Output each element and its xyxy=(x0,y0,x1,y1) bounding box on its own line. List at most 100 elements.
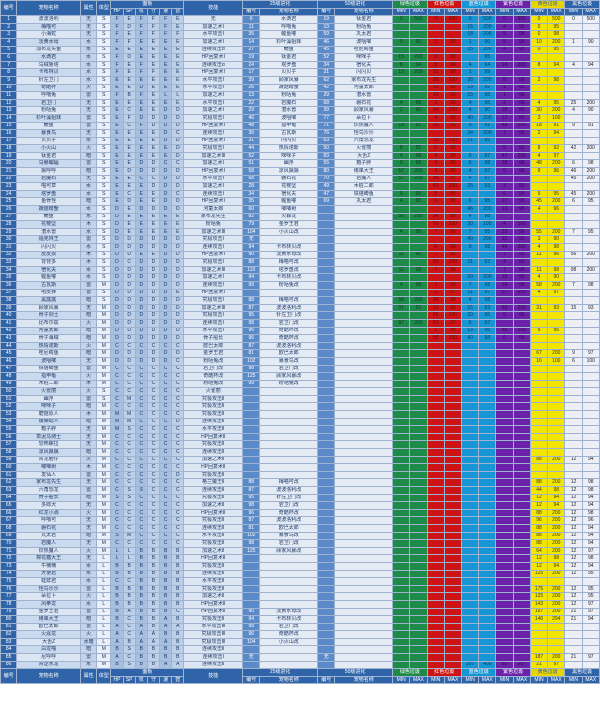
table-row[interactable]: 13 粉咕兔无 S E C E E D D 加速之术Ⅰ 29 潜水兽 39 顾家风暴 2 90 24 200 4 90… xyxy=(0,106,600,115)
table-row[interactable]: 39 顾家风暴无 M D D D D D D 加速之术Ⅲ 87 波波洛利改 31 93 31 93 15 93 53… xyxy=(0,303,600,313)
table-row[interactable]: 1 波波洛利无 S F E F F F E 无 6 水滴君 19 钛金君 0 500 0 500 0 500 0 500 0… xyxy=(0,15,600,24)
table-row[interactable]: 37 哈皮狮雷 S D D D D D E HP回复术Ⅰ 1 97 11 97 57 200 4 97 xyxy=(0,288,600,298)
table-row[interactable]: 2 梅喵可无 S F D F F F E 加速之术Ⅰ 11 呼噜兔 13 粉咕兔 15 200 4 95 0 95 xyxy=(0,22,600,32)
table-row[interactable]: 14 杉叶藻姐妹雷 S E F D D D D 究极攻击Ⅰ 46 波咽啷 77 朵拉卜 4 90 40 200 12… xyxy=(0,113,600,123)
table-row[interactable]: 35 鲤鱼嘟水 S D D D D D D 加速之术Ⅰ 94 卡布林贝改 50 200 15 90 4 90 xyxy=(0,273,600,282)
table-row[interactable]: 67 呼噜可无 M C C C C C C 究极攻击Ⅱ 87 波波洛利改 96 200 12 96 xyxy=(0,516,600,525)
table-row[interactable]: 26 蔬菇螃蟹水 S D E D D D D 河童太郎 60 啷啷树 46 200 13 96 4 96 xyxy=(0,205,600,214)
table-row[interactable]: 4 淡黄水母水 S F F E E E E 加速之术Ⅰ 14 杉叶藻姐妹 46 波咽啷 0 90 1 90 1 90 5… xyxy=(0,37,600,47)
cell-stat-SP: D xyxy=(122,235,136,244)
table-row[interactable]: 59 青龙胎仔火 M C C C C C C 加速之术Ⅱ 88 200 12 94 xyxy=(0,455,600,465)
table-row[interactable]: 41 比布尔兹火 M D D D D D D 连续攻击Ⅰ 98 岩卫门改 97 200 60 97 6 97 xyxy=(0,318,600,328)
table-row[interactable]: 49 木桩二郎木 M C C C C C C 粉咕兔改 99 粉咕兔改 xyxy=(0,379,600,389)
table-row[interactable]: 22 岩魔石无 S E E C C D D 水平攻击Ⅰ 68 磐石花 70 岩魔人 57 200 34 97 4 97… xyxy=(0,174,600,184)
table-row[interactable]: 77 朵拉卜火 L B B B B B B 加速之术Ⅱ 125 200 12 95 xyxy=(0,592,600,601)
table-row[interactable]: 43 骨子海贼暗 M D D D D D D 骨子船长 96 奇酷杯改 56 200 40 98 6 98 xyxy=(0,334,600,343)
cell-evo25-id: 125 xyxy=(242,546,261,556)
table-row[interactable]: 50 火雀丽火 S C C C C C C 火雀丽 xyxy=(0,387,600,396)
table-row[interactable]: 18 小火山火 S E E E E E D 究极攻击Ⅰ 44 热情诺斯 50 火雀丽 8 92 6 92 5 92 8 9… xyxy=(0,144,600,153)
table-row[interactable]: 51 幽浮雷 S C M C C C C 究极攻击Ⅱ xyxy=(0,394,600,404)
table-row[interactable]: 27 鮠鱼水 S D E E E E E 家布龙先生 82 火森龙 58 200 34 98 4 98 xyxy=(0,212,600,222)
table-row[interactable]: 42 河童太郎暗 M D D D D D D 水平攻击Ⅰ 96 奇酷杯改 1 95 13 95 85 200 6 95 xyxy=(0,326,600,336)
table-row[interactable]: 7 乌贼鲁塔水 S F E F E E E 连续攻击α 24 塔罗盘 34 宿化夫 8 94 8 94 4 94 14 2… xyxy=(0,60,600,70)
table-row[interactable]: 63 六角恐龙雷 M C S S C C C 连续攻击Ⅱ 87 波波洛利改 44 98 12 98 xyxy=(0,486,600,495)
table-row[interactable]: 80 烤串大王暗 L B C B B A B 究极攻击Ⅱ 94 卡布林贝改 146 294 21 94 xyxy=(0,615,600,624)
table-row[interactable]: 65 多郎犬无 M C C C C C C 加速之术Ⅱ 98 岩卫门改 12 94 12 94 xyxy=(0,501,600,510)
table-row[interactable]: 83 大舌Z 水暗 L A B A A A B 究极攻击Ⅲ 104 小火山改 xyxy=(0,637,600,647)
table-row[interactable]: 79 金罗王君雷 L B A B B B C HP回复术Ⅱ 90 淡黄水母改 197 200 21 97 xyxy=(0,607,600,617)
table-row[interactable]: 62 家布龙先生无 M C C C C C C 格兰魔王Ⅱ 88 梅喵可改 88 200 12 98 xyxy=(0,478,600,487)
table-row[interactable]: 38 黑露露暗 S D D D D D D 究极攻击Ⅰ 88 梅喵可改 58 200 34 98 4 98 xyxy=(0,296,600,305)
table-row[interactable]: 69 丸太君暗 M S M C C C C 水平攻击Ⅱ 102 暴食鸟改 88 200 12 94 xyxy=(0,531,600,541)
table-row[interactable]: 12 岩卫门无 S E E E E E E 水平攻击Ⅰ 22 岩魔石 68 磐石花 4 95 2 95 4 95 2 95… xyxy=(0,98,600,108)
header-stat-攻: 攻 xyxy=(134,7,148,17)
cell-pet-name: 波波洛利 xyxy=(16,15,82,24)
table-row[interactable]: 31 闪闪贝水 S D D D D D D 连续攻击Ⅰ 94 卡布林贝改 6 98 9 98 48 200 4 98 xyxy=(0,243,600,252)
table-row[interactable]: 21 飘呼呼暗 S E D D D D D HP回复术Ⅰ 58 凉风飘飘 80 烤串大王 57 200 3 96 4… xyxy=(0,167,600,176)
table-row[interactable]: 16 暴食鸟无 S E E E E D C 连续攻击Ⅰ 36 古瓦斯 76 怪鸟沙沙 34 200 7 95 2 94 xyxy=(0,129,600,138)
table-row[interactable]: 11 呼噜兔雷 S F B F E L L 加速之术Ⅰ 13 粉咕兔 29 潜水兽 15 96 15 96 1 96 xyxy=(0,91,600,100)
table-row[interactable]: 72 棉花糖大王无 L L L B B B B HP回复术Ⅱ 12 98 12 98 xyxy=(0,554,600,563)
table-row[interactable]: 64 骨子船长暗 M S S C C C C 究极攻击Ⅱ 95 针左卫门改 12 94 12 94 xyxy=(0,493,600,503)
table-row[interactable]: 29 潜水兽水 S D E E E E E 加速之术Ⅲ 104 小火山改 4 95 7 95 7 95 33 95 55… xyxy=(0,227,600,237)
header-blu-min: MIN xyxy=(460,7,480,17)
cell-blu-max xyxy=(478,607,497,617)
table-row[interactable]: 61 发仙人雷 M C C C C C D 究极攻击Ⅱ xyxy=(0,470,600,480)
table-row[interactable]: 3 小海蛇无 S F E F F F F 水平攻击Ⅰ 35 鲤鱼嘟 59 丸太君 18 200 5 98 0 98 xyxy=(0,30,600,39)
table-row[interactable]: 85 尼呼呼雷 M A C B B B B 连续攻击Ⅰ 无无 187 200 21 97 xyxy=(0,653,600,662)
table-row[interactable]: 19 钛金君暗 S E E E E E D 加速之术Ⅲ 52 咪咪子 83 大舌Z 4 98 4 98 9 97 47 2… xyxy=(0,151,600,161)
table-row[interactable]: 54 爆弹劫人暗 M M M C C C D 连续攻击Ⅱ xyxy=(0,417,600,427)
table-row[interactable]: 75 蛙蚌君水 L C C B B B B 水平攻击Ⅱ xyxy=(0,577,600,586)
table-row[interactable]: 73 牛楠楠水 L B B B B B B 究极攻击Ⅱ 12 94 12 94 xyxy=(0,561,600,571)
cell-evo25-id xyxy=(242,660,261,670)
table-row[interactable]: 48 指甲龟火 M C C C C C C 奇酷杯改 125 顾家风暴改 xyxy=(0,372,600,381)
table-row[interactable]: 56 草泥马骑士无 M C C C C C C HP回复术Ⅱ xyxy=(0,432,600,442)
table-row[interactable]: 58 凉风飘飘暗 M C C C C C C 连续攻击Ⅱ xyxy=(0,448,600,457)
table-row[interactable]: 74 大使君水 L B B B B B B 连续攻击Ⅱ 125 200 12 95 xyxy=(0,569,600,579)
table-row[interactable]: 28 花樱坚木 S D E E E E E 粉咕兔 79 金罗王君 50 200 30 100 4 100 xyxy=(0,220,600,229)
table-row[interactable]: 57 恐怖螺拉无 M C C C C C C 究极攻击Ⅱ xyxy=(0,440,600,450)
table-row[interactable]: 78 风拳龙水 L B B B B B B HP回复术Ⅱ 143 200 12 97 xyxy=(0,599,600,609)
table-row[interactable]: 44 热情诺斯火 M C C C C C C 欧巴太郎 87 波波洛利改 xyxy=(0,341,600,351)
table-row[interactable]: 15 鮠鱼雷 S E C F D D D HP回复术Ⅰ 48 指甲龟 71 炽热魔人 18 91 18 91 9 91… xyxy=(0,121,600,131)
table-row[interactable]: 60 啷啷树木 M C C C C C C HP回复术Ⅱ xyxy=(0,463,600,472)
table-row[interactable]: 71 炽热魔人火 M L L B B B B 加速之术Ⅱ 125 顾家风暴改 64 200 12 97 xyxy=(0,546,600,556)
table-row[interactable]: 30 福克林王雷 S D D D D D D 究极攻击Ⅰ 无 40 200 12 90 3 90 xyxy=(0,235,600,244)
table-row[interactable]: 9 针左卫门水 S E E E E E E 水平攻击Ⅰ 39 顾家风暴 62 家布龙先生 28 200 28 20… xyxy=(0,75,600,85)
cell-attribute: 无 xyxy=(80,523,98,533)
table-row[interactable]: 32 皮皮孩木 S D D E E D D HP回复术Ⅰ 90 淡黄水母改 11 96 7 96 7 96 11 96… xyxy=(0,250,600,260)
table-row[interactable]: 25 鱼骨怪暗 S E D E E D D HP回复术Ⅰ 35 鲤鱼嘟 69 丸太君 4 95 6 95 6 95 27… xyxy=(0,197,600,207)
cell-stat-速: C xyxy=(159,448,173,457)
table-row[interactable]: 68 磐石花无 M C C C C C C 连续攻击Ⅱ 81 欧巴太郎 88 200 12 94 xyxy=(0,523,600,533)
table-row[interactable]: 33 背背多木 S D C D D D D 究极攻击Ⅰ 88 梅喵可改 52 200 31 92 4 92 xyxy=(0,258,600,267)
table-row[interactable]: 6 水滴君水 S F D E E E E HP回复术Ⅰ 19 钛金君 52 咪咪子 15 200 0 95 95 xyxy=(0,53,600,62)
table-row[interactable]: 34 宿化夫水 S D D D D D D 加速之术Ⅲ 110 塔罗盘改 11 98 7 98 7 98 11 98 9… xyxy=(0,265,600,275)
table-row[interactable]: 55 箱子胖无 M M S C C C C 水平攻击Ⅱ xyxy=(0,425,600,434)
table-row[interactable]: 81 欧巴太郎雷 L A C A B A A 水平攻击Ⅲ 98 岩卫门改 xyxy=(0,622,600,632)
cell-id: 56 xyxy=(0,432,18,442)
table-row[interactable]: 47 铁烙鳟鱼雷 M C C C C C C 岩卫门改 98 岩卫门改 xyxy=(0,364,600,374)
table-row[interactable]: 8 卡布林贝水 S F E F F E E HP回复术Ⅰ 17 贝贝子 31 闪闪贝 13 200 11 99 1 9… xyxy=(0,68,600,77)
table-row[interactable]: 76 怪鸟沙沙雷 L B B B B B B 究极攻击Ⅱ 175 200 12 95 xyxy=(0,584,600,594)
table-row[interactable]: 10 奇酷杯火 S E E D E E E 水平攻击Ⅰ 26 蔬菇螃蟹 42 河童太郎 13 92 13 92 1 9… xyxy=(0,83,600,93)
table-row[interactable]: 5 加布龙头鱼水 S E E E E E E 连续攻击α 27 鮠鱼 45 哇尼鳄鱼 15 200 4 95 0 95 xyxy=(0,45,600,55)
table-row[interactable]: 82 火焱龙火 L A C A A B B 究极攻击Ⅲ 96 奇酷杯改 xyxy=(0,630,600,639)
cell-yel-max xyxy=(547,182,566,191)
table-row[interactable]: 46 波咽啷无 M D D D D D C 粉咕兔改 102 暴食鸟改 16 100 6 100 xyxy=(0,356,600,366)
table-row[interactable]: 84 白龙喵暗 M B S B B B B 连续攻击Ⅱ xyxy=(0,645,600,655)
table-row[interactable]: 53 磨菇原人木 M M M C C C C 究极攻击Ⅱ xyxy=(0,410,600,419)
table-row[interactable]: 66 红龙小驹火 M C C C C C C HP回复术Ⅱ 96 奇酷杯改 88 200 12 98 xyxy=(0,508,600,518)
cell-stat-速: B xyxy=(159,607,173,617)
table-row[interactable]: 70 岩魔人无 M C C C C C C 究极攻击Ⅱ 98 岩卫门改 88 200 12 94 xyxy=(0,539,600,548)
table-row[interactable]: 40 骨子剑士暗 M D D D D D D 究极攻击Ⅰ 95 针左卫门改 65 200 20 95 6 95 xyxy=(0,311,600,320)
table-row[interactable]: 52 咪咪子暗 M C C C C C C 究极攻击Ⅱ xyxy=(0,402,600,412)
cell-evo50-id xyxy=(317,569,336,579)
table-row[interactable]: 23 喵可草水 S E E E D D D 加速之术Ⅰ 28 花樱坚 49 木桩二郎 43 200 25 93 3 9… xyxy=(0,182,600,191)
table-row[interactable]: 36 古瓦斯雷 M D D D D D D 连续攻击Ⅰ 99 粉咕兔改 4 98 7 98 7 98 34 98 58 2… xyxy=(0,280,600,290)
table-row[interactable]: 86 青涩水龙水 M B S B B A A 连续攻击Ⅱ 207 400 82 207 21 97 xyxy=(0,660,600,670)
cell-blk-min: 6 xyxy=(564,356,583,366)
table-row[interactable]: 45 哇尼鳄鱼暗 M D D D D D D 金罗王君 81 欧巴太郎 67 200 9 97 xyxy=(0,349,600,358)
table-row[interactable]: 17 贝贝子水 S E E E E D D HP回复术Ⅰ 31 闪闪贝 63 六角恐龙 25 200 21 95 xyxy=(0,136,600,146)
table-row[interactable]: 20 马赫蝙蝠雷 S E E D D C C 加速之术Ⅰ 51 幽浮 55 箱子胖 9 96 9 96 6 98 28 9… xyxy=(0,159,600,169)
table-row[interactable]: 24 塔罗盘水 S E C E E D C 连续攻击Ⅰ 34 宿化夫 47 铁烙鳟鱼 9 95 9 95 6 95 9 9… xyxy=(0,189,600,199)
